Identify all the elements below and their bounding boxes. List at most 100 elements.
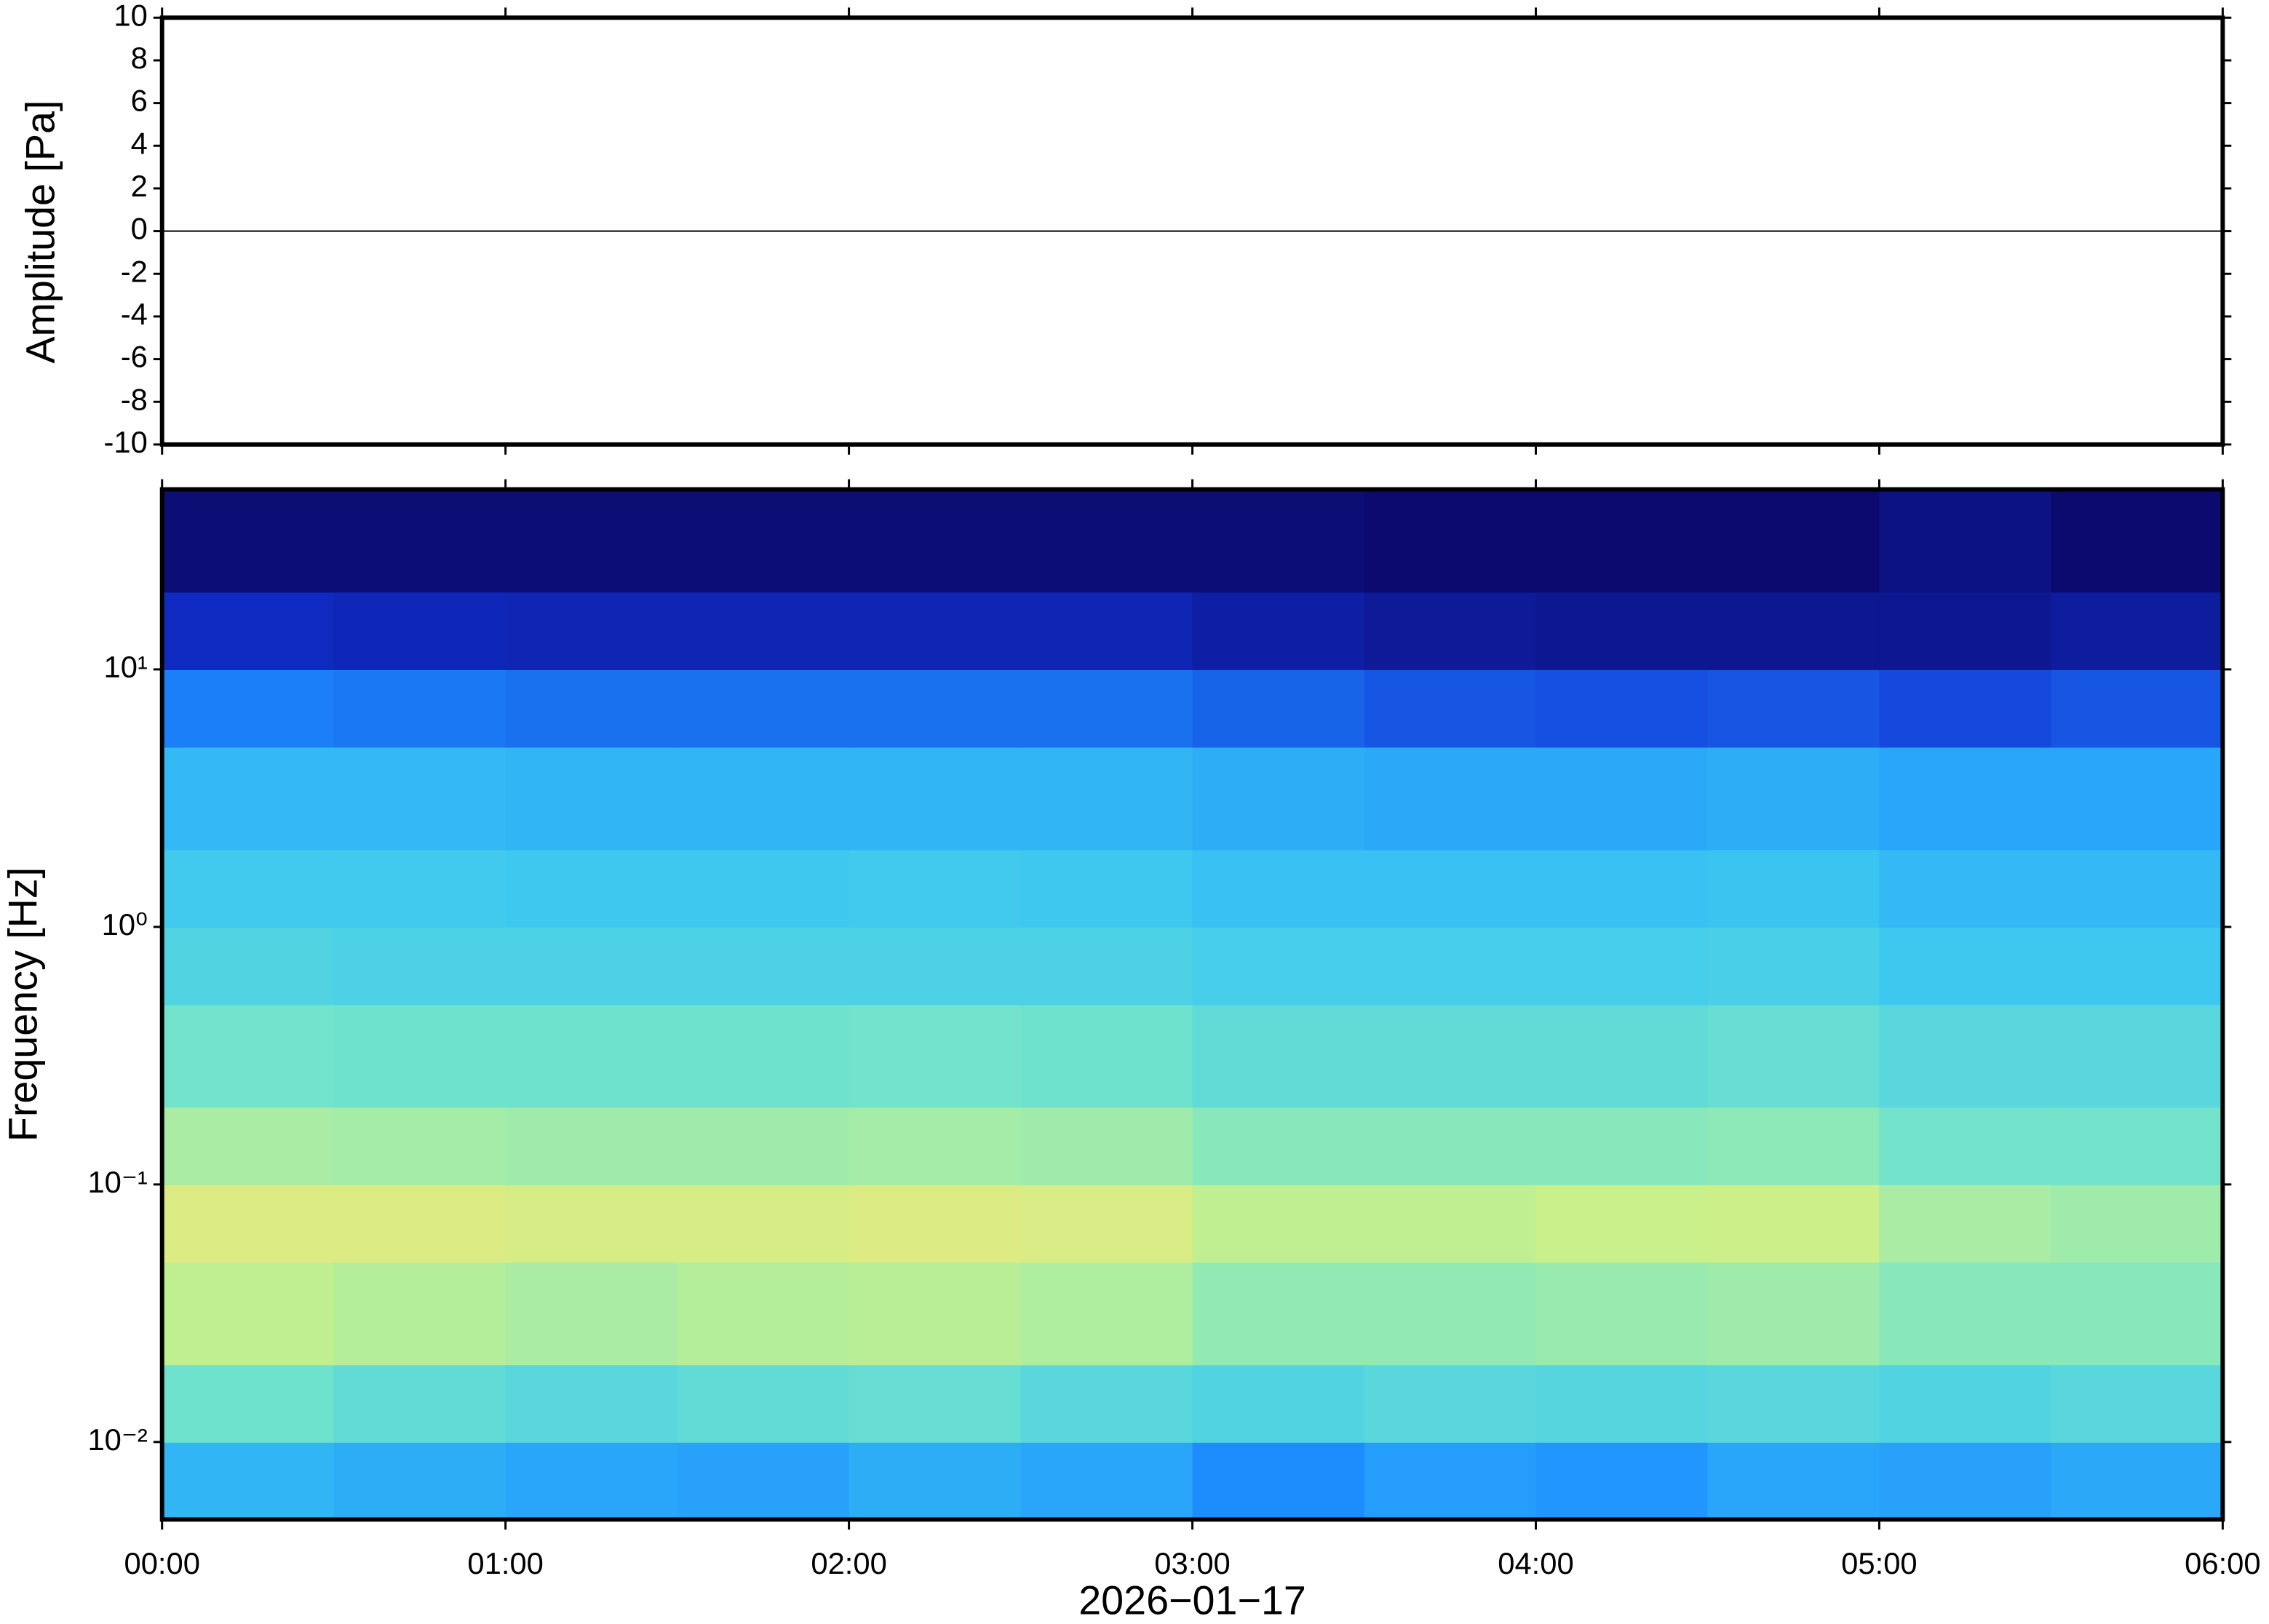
spectrogram-cell [2051, 1107, 2224, 1185]
spectrogram-cell [2051, 592, 2224, 670]
x-tick-label: 00:00 [124, 1546, 199, 1580]
spectrogram-cell [505, 926, 678, 1006]
spectrogram-cell [2051, 1004, 2224, 1108]
spectrogram-cell [1535, 849, 1709, 928]
spectrogram-cell [677, 1184, 850, 1263]
spectrogram-cell [1707, 489, 1880, 593]
spectrogram-cell [1535, 592, 1709, 670]
spectrogram-cell [505, 489, 678, 593]
spectrogram-cell [1707, 1262, 1880, 1366]
spectrogram-cell [162, 1441, 335, 1521]
spectrogram-cell [1192, 926, 1365, 1006]
y-axis-label: Amplitude [Pa] [17, 100, 63, 364]
y-tick-label: 6 [131, 84, 148, 118]
spectrogram-cell [1879, 1004, 2052, 1108]
spectrogram-cell [677, 669, 850, 748]
spectrogram-cell [2051, 1364, 2224, 1443]
spectrogram-cell [1020, 849, 1193, 928]
spectrogram-cell [1707, 1441, 1880, 1521]
spectrogram-cell [333, 1441, 506, 1521]
spectrogram-cell [1192, 669, 1365, 748]
spectrogram-cell [1192, 1107, 1365, 1185]
spectrogram-cell [333, 592, 506, 670]
spectrogram-cell [2051, 489, 2224, 593]
spectrogram-cell [1192, 1441, 1365, 1521]
spectrogram-cell [505, 669, 678, 748]
spectrogram-cell [1707, 849, 1880, 928]
spectrogram-cell [2051, 926, 2224, 1006]
spectrogram-cell [1364, 1364, 1537, 1443]
y-tick-label: 10 [114, 0, 147, 32]
spectrogram-cell [333, 1184, 506, 1263]
spectrogram-cell [1879, 1364, 2052, 1443]
x-tick-label: 01:00 [467, 1546, 543, 1580]
spectrogram-cell [1020, 1262, 1193, 1366]
spectrogram-cell [849, 1441, 1022, 1521]
plot-frame [159, 487, 2225, 1522]
x-tick-label: 06:00 [2185, 1546, 2260, 1580]
spectrogram-cell [1535, 1364, 1709, 1443]
spectrogram-cell [1879, 849, 2052, 928]
spectrogram-cell [505, 1364, 678, 1443]
y-tick-label: 0 [131, 212, 148, 246]
spectrogram-cell [505, 1441, 678, 1521]
spectrogram-cell [333, 669, 506, 748]
spectrogram-cell [2051, 1441, 2224, 1521]
spectrogram-cell [1707, 747, 1880, 851]
plot-frame [159, 15, 2225, 447]
spectrogram-cell [333, 1262, 506, 1366]
spectrogram-cell [1364, 669, 1537, 748]
spectrogram-cell [2051, 1184, 2224, 1263]
spectrogram-cell [2051, 849, 2224, 928]
spectrogram-cell [1364, 849, 1537, 928]
spectrogram-cell [849, 849, 1022, 928]
spectrogram-cell [1192, 489, 1365, 593]
spectrogram-cell [1707, 926, 1880, 1006]
spectrogram-cell [677, 592, 850, 670]
y-tick-label: 2 [131, 169, 148, 203]
spectrogram-cell [1364, 1107, 1537, 1185]
spectrogram-cell [162, 489, 335, 593]
spectrogram-cell [505, 1262, 678, 1366]
spectrogram-cell [505, 1004, 678, 1108]
spectrogram-cell [1535, 1441, 1709, 1521]
spectrogram-cell [333, 1004, 506, 1108]
spectrogram-cell [162, 849, 335, 928]
spectrogram-cell [677, 489, 850, 593]
spectrogram-cell [677, 1262, 850, 1366]
spectrogram-cell [333, 926, 506, 1006]
spectrogram-cell [1364, 747, 1537, 851]
spectrogram-cell [849, 1107, 1022, 1185]
spectrogram-cell [1364, 926, 1537, 1006]
x-tick-label: 04:00 [1498, 1546, 1573, 1580]
spectrogram-cell [162, 926, 335, 1006]
spectrogram-cell [1192, 1364, 1365, 1443]
spectrogram-cell [1879, 926, 2052, 1006]
spectrogram-cell [505, 1184, 678, 1263]
spectrogram-cell [333, 1107, 506, 1185]
y-tick-label: 10⁻¹ [87, 1165, 147, 1199]
spectrogram-cell [1879, 1262, 2052, 1366]
spectrogram-cell [505, 747, 678, 851]
spectrogram-cell [1364, 1441, 1537, 1521]
y-tick-label: 10⁻² [87, 1422, 147, 1457]
spectrogram-cell [1707, 1004, 1880, 1108]
spectrogram-cell [1364, 1004, 1537, 1108]
spectrogram-cell [1020, 1004, 1193, 1108]
y-tick-label: -4 [121, 297, 148, 331]
spectrogram-cell [1535, 1262, 1709, 1366]
spectrogram-cell [677, 849, 850, 928]
spectrogram-cell [677, 926, 850, 1006]
spectrogram-cell [1535, 489, 1709, 593]
spectrogram-cell [1535, 1107, 1709, 1185]
y-tick-label: -2 [121, 254, 148, 288]
spectrogram-cell [1535, 1184, 1709, 1263]
spectrogram-cell [1364, 592, 1537, 670]
y-tick-label: -8 [121, 382, 148, 416]
spectrogram-cell [1192, 1262, 1365, 1366]
spectrogram-cell [1707, 1184, 1880, 1263]
spectrogram-cell [505, 592, 678, 670]
spectrogram-cell [1707, 592, 1880, 670]
spectrogram-cell [1707, 1107, 1880, 1185]
